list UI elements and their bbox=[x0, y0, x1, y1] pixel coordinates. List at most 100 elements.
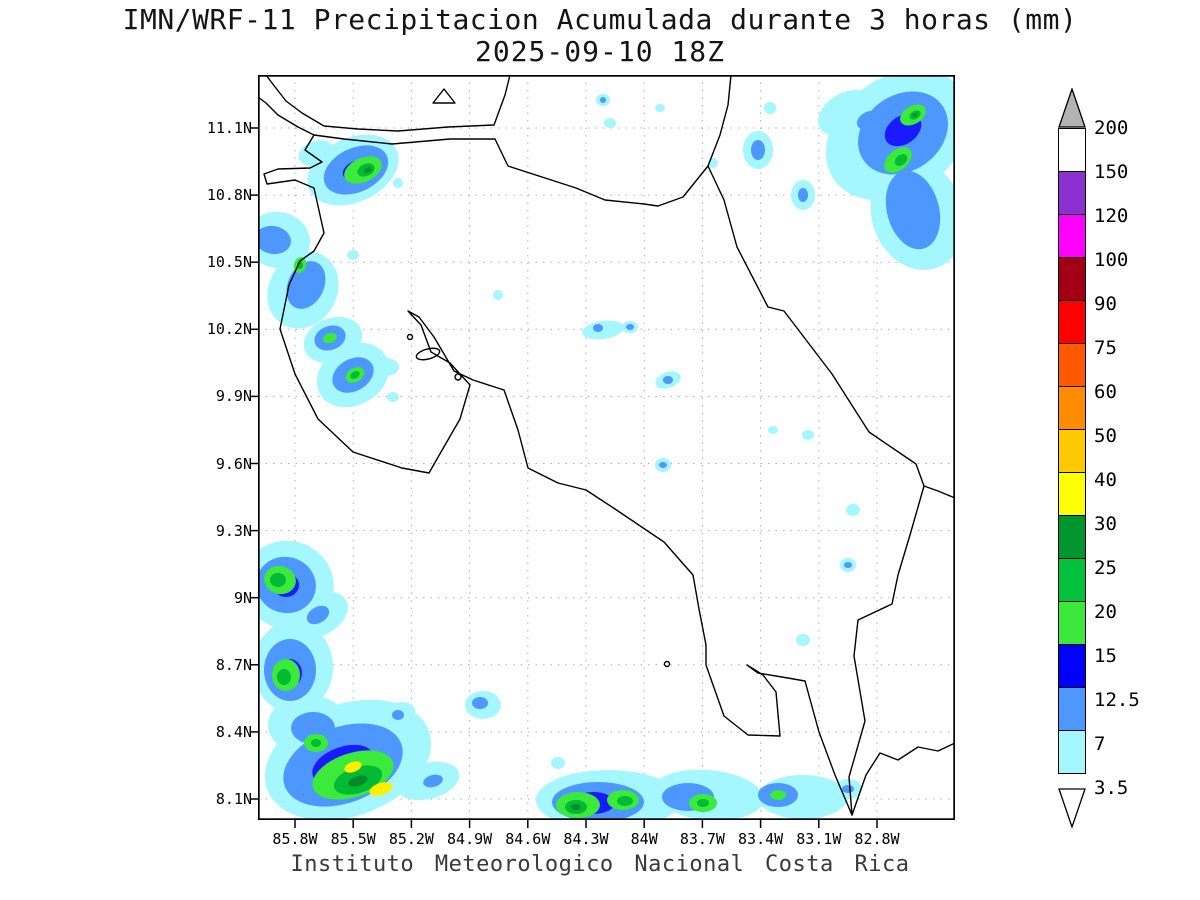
colorbar-over-triangle bbox=[1058, 88, 1086, 128]
colorbar-level-label: 150 bbox=[1094, 161, 1129, 183]
footer-credit: Instituto Meteorologico Nacional Costa R… bbox=[290, 852, 910, 877]
map-shape bbox=[798, 188, 808, 202]
colorbar-segment bbox=[1058, 472, 1086, 516]
map-shape bbox=[551, 757, 565, 769]
colorbar-level-label: 50 bbox=[1094, 425, 1117, 447]
map-shape bbox=[796, 634, 810, 646]
colorbar-segment bbox=[1058, 429, 1086, 473]
map-shape bbox=[311, 739, 321, 747]
colorbar-level-label: 12.5 bbox=[1094, 689, 1140, 711]
colorbar-segment bbox=[1058, 386, 1086, 430]
map-frame bbox=[258, 75, 955, 820]
page-title: IMN/WRF-11 Precipitacion Acumulada duran… bbox=[122, 3, 1078, 36]
map-shape bbox=[659, 462, 667, 468]
colorbar-level-label: 30 bbox=[1094, 513, 1117, 535]
x-tick-label: 85.5W bbox=[330, 830, 376, 848]
map-shape bbox=[655, 104, 665, 112]
map-shape bbox=[604, 118, 616, 128]
colorbar-segment bbox=[1058, 644, 1086, 688]
gulf-island bbox=[454, 373, 462, 381]
precipitation-map bbox=[250, 75, 955, 828]
y-tick-label: 9.9N bbox=[215, 387, 252, 406]
colorbar-level-label: 40 bbox=[1094, 469, 1117, 491]
map-shape bbox=[764, 102, 776, 114]
map-shape bbox=[663, 376, 673, 384]
colorbar-segment bbox=[1058, 730, 1086, 774]
map-shape bbox=[846, 504, 860, 516]
map-shape bbox=[306, 605, 330, 625]
map-shape bbox=[344, 761, 362, 773]
panama-pacific-coast bbox=[851, 742, 955, 816]
colorbar-under-triangle bbox=[1058, 788, 1086, 828]
map-shape bbox=[768, 426, 778, 434]
colorbar-level-label: 25 bbox=[1094, 557, 1117, 579]
x-tick-label: 83.1W bbox=[796, 830, 842, 848]
map-shape bbox=[286, 261, 326, 309]
map-shape bbox=[350, 371, 360, 379]
x-tick-label: 84.6W bbox=[505, 830, 551, 848]
colorbar-segment bbox=[1058, 343, 1086, 387]
y-tick-label: 8.7N bbox=[215, 655, 252, 674]
colorbar-level-label: 100 bbox=[1094, 249, 1129, 271]
map-shape bbox=[912, 113, 918, 117]
map-shape bbox=[600, 97, 606, 103]
map-shape bbox=[844, 562, 852, 568]
colorbar-segment bbox=[1058, 601, 1086, 645]
map-shape bbox=[364, 167, 372, 173]
gulf-island-2 bbox=[406, 333, 414, 341]
colorbar-segment bbox=[1058, 257, 1086, 301]
nicaragua-caribbean-coast bbox=[707, 75, 732, 167]
x-tick-label: 83.7W bbox=[679, 830, 725, 848]
map-shape bbox=[373, 358, 399, 376]
valid-time: 2025-09-10 18Z bbox=[474, 35, 725, 68]
lake-island bbox=[432, 88, 456, 104]
map-shape bbox=[347, 250, 359, 260]
map-shape bbox=[270, 573, 286, 587]
chira-island bbox=[415, 347, 441, 361]
colorbar-level-label: 120 bbox=[1094, 205, 1129, 227]
map-shape bbox=[856, 110, 880, 130]
colorbar-segment bbox=[1058, 214, 1086, 258]
colorbar-level-label: 20 bbox=[1094, 601, 1117, 623]
colorbar-level-label: 7 bbox=[1094, 733, 1106, 755]
map-shape bbox=[277, 669, 291, 685]
y-tick-label: 8.1N bbox=[215, 790, 252, 808]
precip-30-40mm bbox=[344, 761, 393, 796]
map-shape bbox=[348, 775, 368, 787]
y-tick-label: 9N bbox=[233, 588, 252, 607]
cano-island bbox=[663, 660, 671, 668]
colorbar-segment bbox=[1058, 515, 1086, 559]
colorbar-level-label: 200 bbox=[1094, 117, 1129, 139]
colorbar-segment bbox=[1058, 558, 1086, 602]
precip-20-25mm bbox=[270, 110, 921, 814]
map-shape bbox=[323, 332, 337, 344]
map-shape bbox=[258, 225, 291, 255]
colorbar-level-label: 75 bbox=[1094, 337, 1117, 359]
map-shape bbox=[387, 392, 399, 402]
y-tick-label: 10.8N bbox=[206, 186, 252, 205]
map-shape bbox=[593, 324, 603, 332]
map-shape bbox=[770, 790, 786, 800]
y-tick-label: 9.6N bbox=[215, 454, 252, 473]
x-tick-label: 85.8W bbox=[272, 830, 318, 848]
lake-nicaragua-shore bbox=[265, 75, 511, 132]
map-shape bbox=[697, 799, 709, 807]
coastline bbox=[258, 75, 955, 816]
y-tick-label: 10.5N bbox=[206, 253, 252, 272]
nicaragua-pacific-coast bbox=[258, 96, 315, 136]
colorbar-segment bbox=[1058, 300, 1086, 344]
x-tick-label: 84.3W bbox=[563, 830, 609, 848]
map-shape bbox=[894, 154, 908, 166]
map-shape bbox=[423, 774, 443, 788]
map-shape bbox=[369, 782, 393, 796]
x-tick-label: 82.8W bbox=[854, 830, 900, 848]
colorbar-level-label: 3.5 bbox=[1094, 777, 1129, 799]
map-shape bbox=[571, 804, 581, 810]
y-tick-label: 9.3N bbox=[215, 521, 252, 540]
map-shape bbox=[617, 796, 633, 806]
map-shape bbox=[842, 785, 854, 793]
colorbar-segment bbox=[1058, 128, 1086, 172]
y-tick-label: 10.2N bbox=[206, 320, 252, 339]
colorbar-over-arrow bbox=[1058, 88, 1086, 128]
